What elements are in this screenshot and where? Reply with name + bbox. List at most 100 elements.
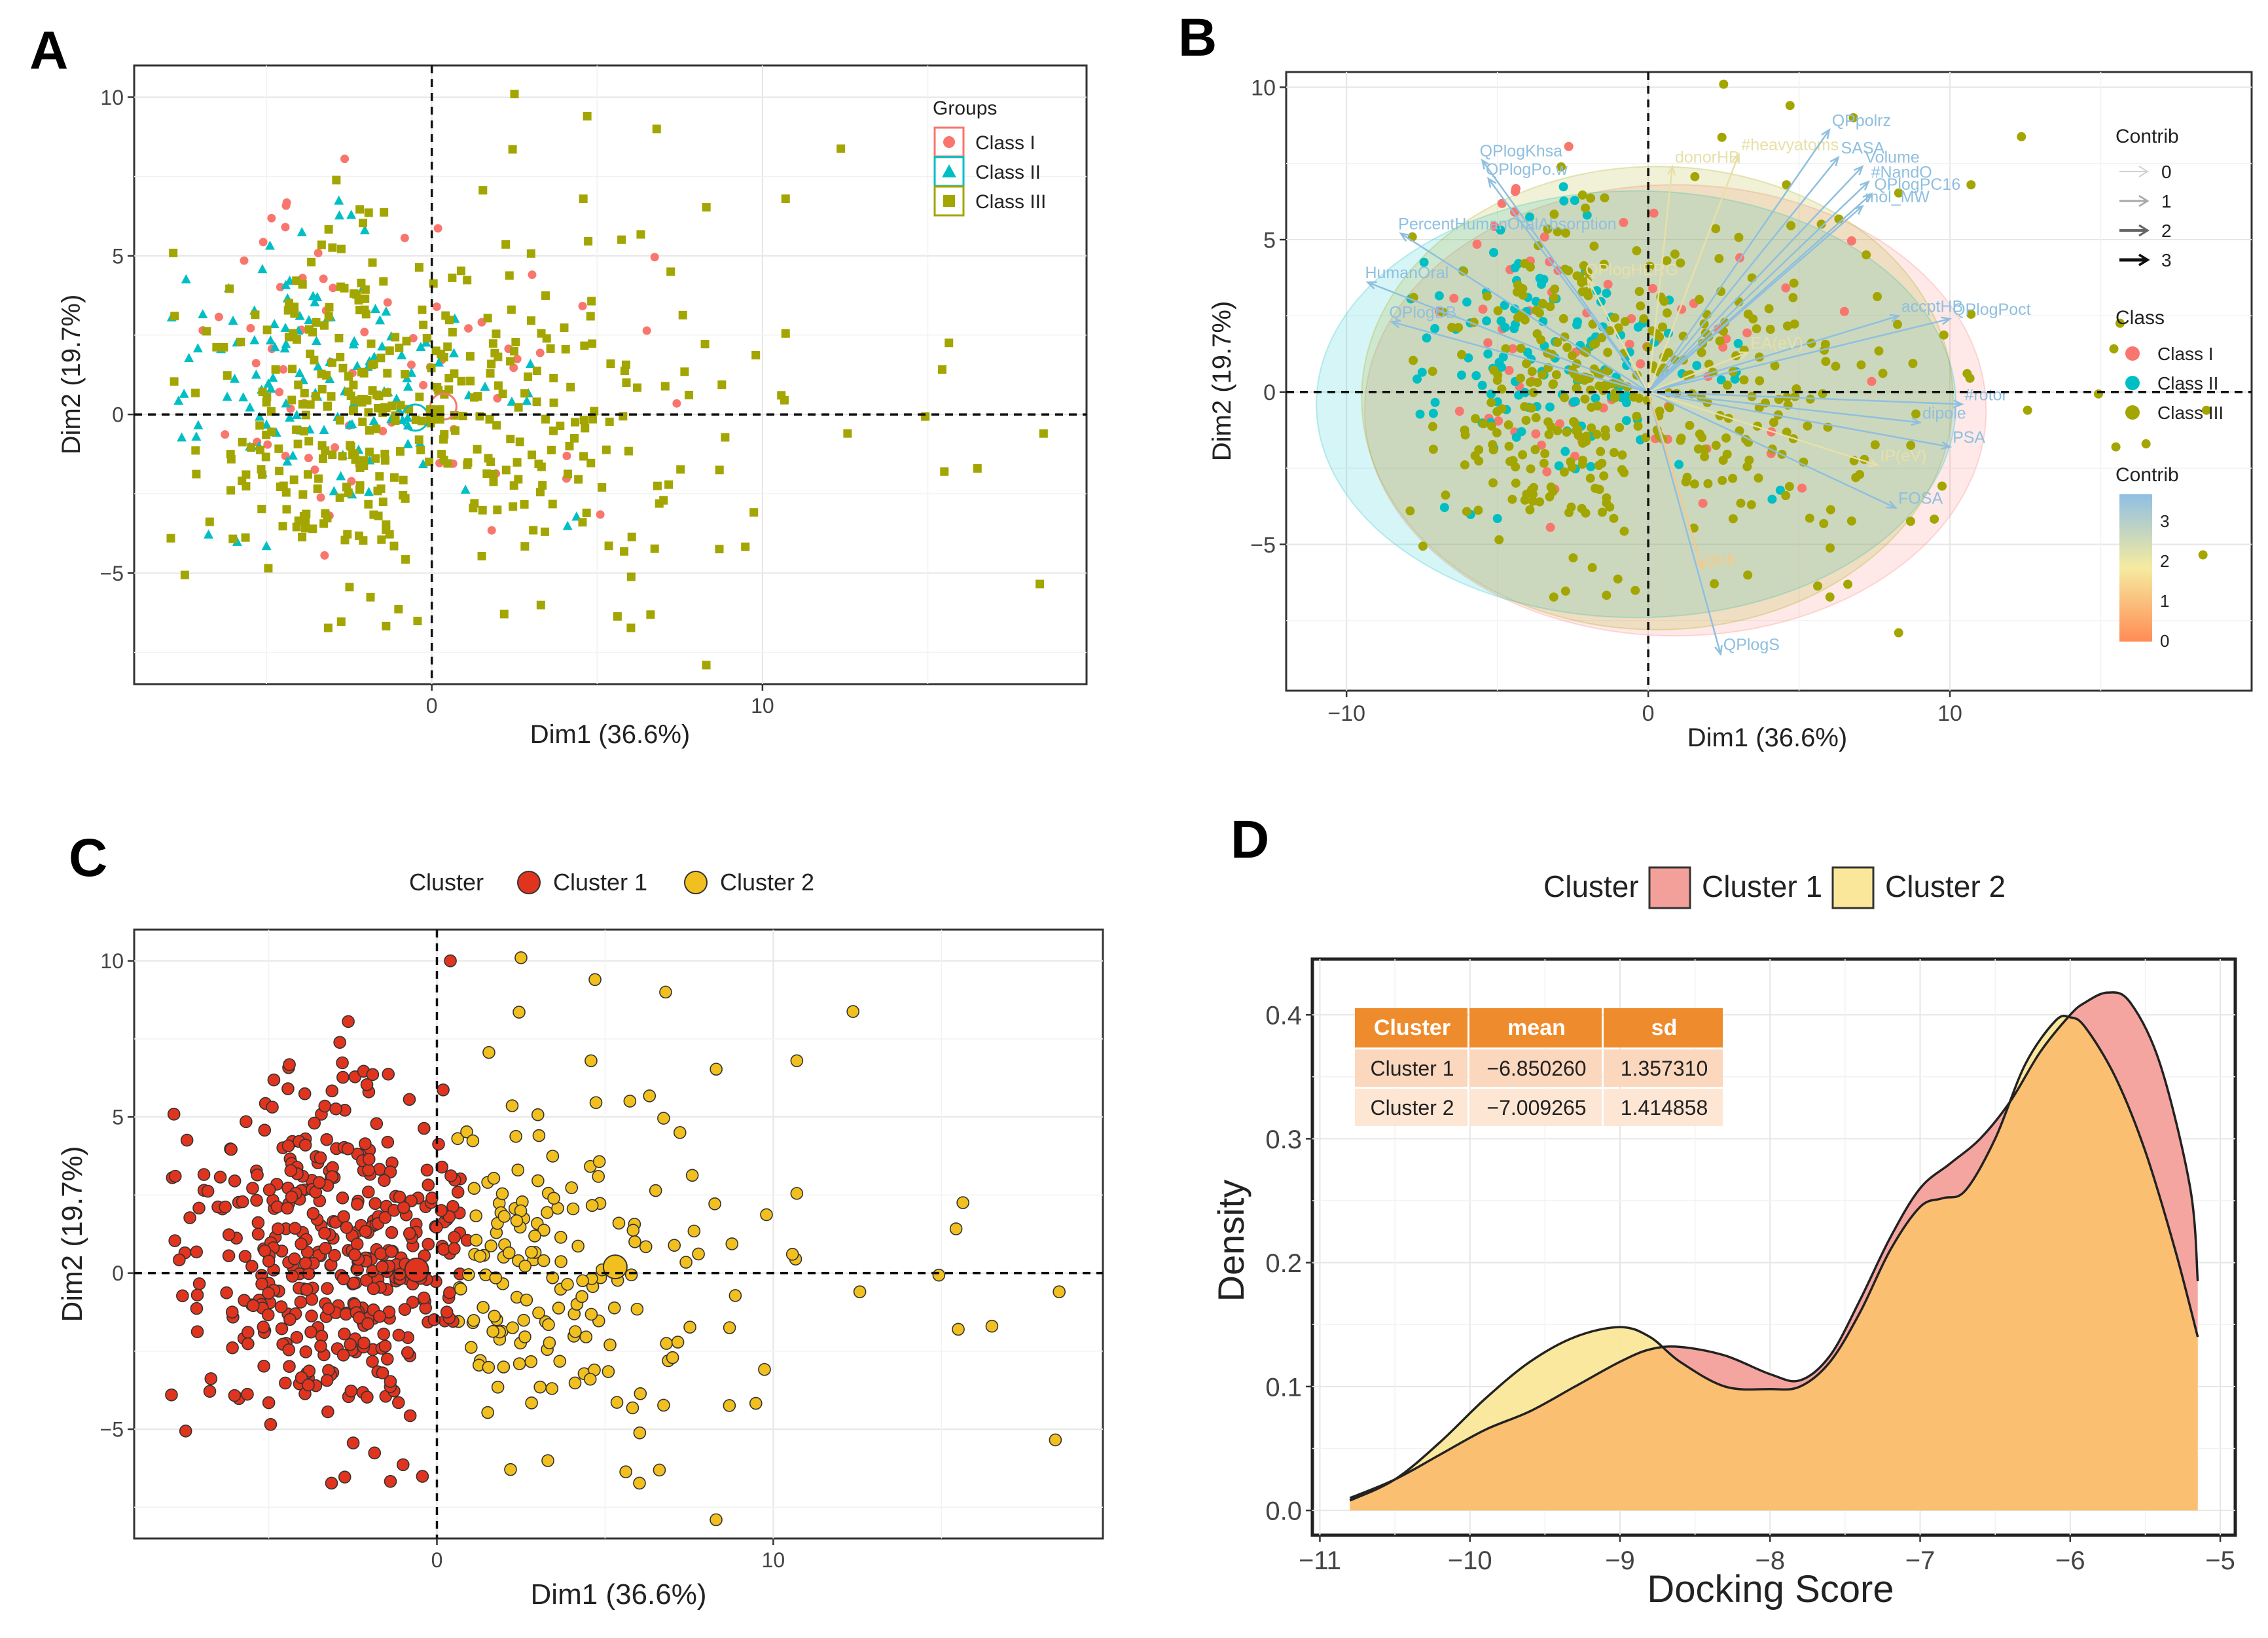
point-class-iii [1518, 450, 1528, 460]
point-class-iii [1752, 324, 1761, 334]
point-class-iii [463, 276, 472, 285]
point-class-i [1539, 232, 1549, 242]
point-cluster-1 [266, 1101, 279, 1114]
point-class-i [221, 430, 230, 439]
variable-label: IP(eV) [1880, 447, 1926, 465]
point-class-iii [321, 509, 330, 518]
point-class-iii [749, 508, 759, 517]
point-class-i [1555, 419, 1565, 429]
point-class-iii [1718, 475, 1727, 485]
x-tick-label: −11 [1299, 1546, 1341, 1575]
point-cluster-2 [603, 1338, 617, 1352]
point-class-iii [1039, 429, 1048, 438]
point-class-iii [458, 411, 467, 420]
point-class-iii [1722, 449, 1732, 459]
point-cluster-1 [384, 1474, 397, 1488]
point-class-ii [266, 383, 276, 393]
point-cluster-1 [262, 1286, 275, 1300]
point-class-ii [1509, 324, 1519, 334]
point-cluster-2 [533, 1380, 547, 1394]
point-class-iii [494, 352, 503, 361]
point-class-iii [242, 470, 251, 479]
point-class-iii [482, 469, 492, 479]
point-class-ii [270, 342, 280, 352]
point-cluster-1 [281, 1082, 295, 1095]
point-class-iii [357, 367, 366, 376]
point-class-iii [1966, 180, 1976, 190]
point-class-iii [1550, 284, 1560, 294]
point-class-iii [1721, 433, 1731, 443]
variable-arrow-head [1941, 441, 1953, 450]
point-class-iii [1549, 293, 1559, 303]
point-class-iii [1812, 581, 1822, 591]
point-class-ii [1539, 274, 1549, 284]
point-cluster-2 [576, 1274, 589, 1288]
point-class-iii [335, 493, 344, 502]
point-cluster-2 [532, 1129, 546, 1142]
point-class-iii [402, 337, 411, 346]
point-class-iii [192, 469, 201, 479]
point-cluster-2 [495, 1187, 509, 1201]
y-tick-label: 0.2 [1265, 1249, 1302, 1278]
table-cell-text: 1.357310 [1621, 1057, 1708, 1080]
ellipse-class-iii [1361, 166, 1954, 630]
y-tick-label: 5 [1263, 228, 1276, 253]
point-class-ii [1522, 348, 1532, 357]
point-class-iii [366, 592, 375, 602]
point-class-iii [1493, 306, 1503, 316]
point-class-iii [1566, 457, 1575, 467]
point-class-ii [336, 471, 346, 481]
point-class-iii [535, 488, 545, 497]
point-class-i [400, 234, 409, 243]
point-class-i [1625, 339, 1634, 349]
y-tick-label: 0.3 [1265, 1125, 1302, 1154]
point-class-iii [1587, 562, 1597, 572]
point-class-iii [560, 323, 569, 333]
point-class-ii [346, 209, 357, 219]
legend-swatch-class-iii [933, 185, 965, 217]
point-class-iii [1409, 355, 1418, 365]
point-cluster-1 [282, 1343, 296, 1356]
variable-label: QPlogPoct [1953, 300, 2031, 319]
point-class-i [464, 324, 473, 333]
y-tick-label: 0.4 [1265, 1002, 1302, 1030]
variable-arrow-head [1587, 277, 1596, 289]
variable-arrow-head [1829, 155, 1840, 167]
point-class-i [419, 380, 428, 390]
point-cluster-1 [378, 1339, 392, 1353]
point-class-iii [2141, 439, 2151, 448]
point-cluster-1 [448, 1242, 461, 1255]
legend-gradient-tick: 0 [2160, 631, 2169, 651]
point-class-iii [364, 208, 373, 217]
point-class-iii [700, 340, 710, 349]
point-class-iii [579, 452, 588, 461]
x-tick-label: −5 [2205, 1546, 2235, 1575]
x-tick-label: −8 [1755, 1546, 1785, 1575]
point-class-ii [381, 306, 391, 316]
point-class-ii [319, 424, 329, 434]
point-class-iii [223, 371, 232, 380]
point-cluster-1 [283, 1058, 296, 1071]
panel-c-scatter: Cluster Cluster 1 Cluster 2 Dim1 (36.6%)… [56, 869, 1104, 1611]
panel-b-x-label: Dim1 (36.6%) [1687, 723, 1848, 752]
point-class-i [331, 443, 340, 452]
point-class-i [259, 238, 268, 247]
point-class-iii [1581, 508, 1591, 518]
point-class-ii [265, 335, 276, 345]
variable-arrow [1481, 160, 1649, 393]
point-class-iii [1540, 448, 1550, 458]
point-class-iii [1599, 259, 1609, 269]
point-class-iii [579, 416, 588, 425]
point-class-iii [257, 505, 266, 514]
point-class-iii [579, 194, 588, 204]
point-class-iii [1568, 351, 1577, 361]
point-cluster-1 [328, 1248, 341, 1262]
point-class-iii [212, 342, 221, 352]
point-class-iii [318, 454, 327, 464]
point-class-i [1449, 293, 1459, 303]
point-class-iii [532, 397, 541, 407]
point-class-iii [465, 352, 475, 361]
point-cluster-1 [190, 1245, 203, 1259]
point-class-iii [702, 203, 711, 212]
point-cluster-1 [219, 1200, 232, 1214]
